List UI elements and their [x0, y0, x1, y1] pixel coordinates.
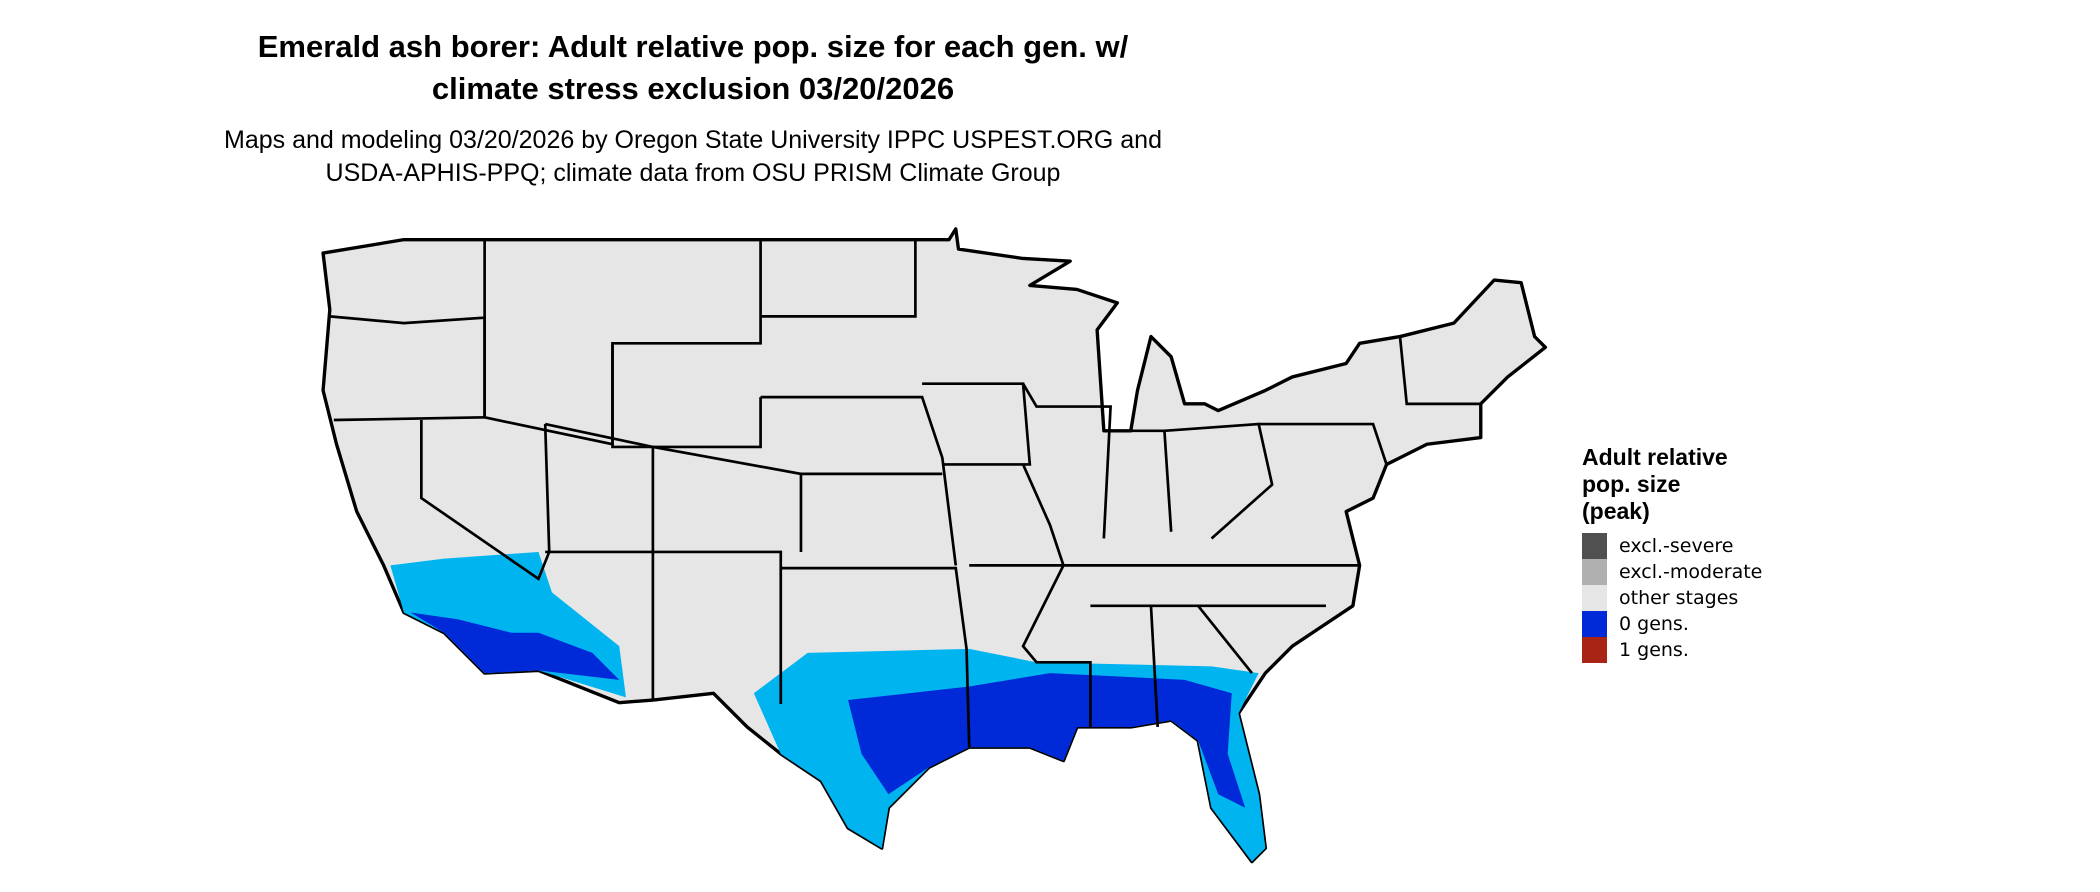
legend-swatch [1582, 533, 1607, 559]
legend-swatch [1582, 637, 1607, 663]
state-borders [329, 239, 1481, 748]
legend-item-other-stages: other stages [1582, 585, 1762, 611]
map-subtitle: Maps and modeling 03/20/2026 by Oregon S… [0, 124, 1386, 190]
legend-label: excl.-moderate [1619, 561, 1763, 583]
legend-item-excl-moderate: excl.-moderate [1582, 559, 1762, 585]
zero-gens-region [390, 551, 1266, 862]
subtitle-line-1: Maps and modeling 03/20/2026 by Oregon S… [224, 126, 1162, 154]
legend-swatch [1582, 559, 1607, 585]
map-title: Emerald ash borer: Adult relative pop. s… [0, 26, 1386, 110]
title-line-1: Emerald ash borer: Adult relative pop. s… [257, 29, 1129, 64]
legend-title: Adult relative pop. size (peak) [1582, 444, 1762, 525]
legend-item-1-gens: 1 gens. [1582, 637, 1762, 663]
title-line-2: climate stress exclusion 03/20/2026 [431, 71, 955, 106]
legend-label: other stages [1619, 587, 1739, 609]
legend-title-line: (peak) [1582, 498, 1650, 524]
legend-label: 0 gens. [1619, 613, 1689, 635]
legend-item-excl-severe: excl.-severe [1582, 533, 1762, 559]
legend-swatch [1582, 585, 1607, 611]
legend-title-line: pop. size [1582, 471, 1681, 497]
legend-title-line: Adult relative [1582, 444, 1728, 470]
us-land [321, 227, 1548, 864]
legend-label: excl.-severe [1619, 535, 1734, 557]
legend-item-0-gens: 0 gens. [1582, 611, 1762, 637]
legend-label: 1 gens. [1619, 639, 1689, 661]
subtitle-line-2: USDA-APHIS-PPQ; climate data from OSU PR… [325, 159, 1061, 187]
legend-swatch [1582, 611, 1607, 637]
legend: Adult relative pop. size (peak) excl.-se… [1582, 444, 1762, 663]
